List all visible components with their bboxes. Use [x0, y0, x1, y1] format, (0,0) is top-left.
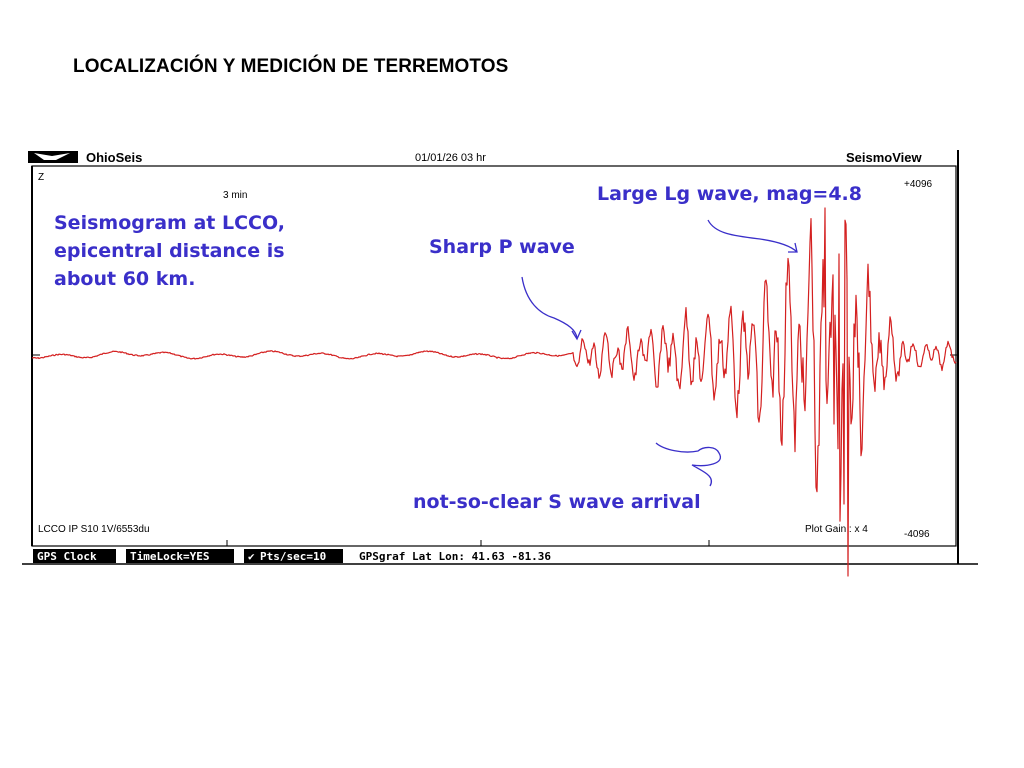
lg-wave-arrowhead [788, 242, 798, 253]
slide-title: LOCALIZACIÓN Y MEDICIÓN DE TERREMOTOS [73, 56, 509, 77]
pts-sec-button[interactable]: ✔ Pts/sec=10 [244, 549, 343, 563]
time-scale-label: 3 min [223, 190, 247, 201]
app-logo [28, 151, 78, 163]
seismogram-annotation-line1: Seismogram at LCCO, [54, 212, 285, 234]
station-info-label: LCCO IP S10 1V/6553du [38, 524, 150, 535]
app-name: OhioSeis [86, 150, 142, 165]
seismogram-canvas: OhioSeis 01/01/26 03 hr SeismoView Z 3 m… [22, 150, 978, 577]
minute-ticks [32, 354, 958, 546]
channel-label: Z [38, 172, 44, 183]
seismogram-annotation-line3: about 60 km. [54, 268, 195, 290]
seismoview-window: OhioSeis 01/01/26 03 hr SeismoView Z 3 m… [22, 144, 978, 584]
s-wave-annotation: not-so-clear S wave arrival [413, 491, 701, 513]
status-bar: GPS Clock TimeLock=YES ✔ Pts/sec=10 GPSg… [33, 549, 551, 563]
seismogram-annotation-line2: epicentral distance is [54, 240, 285, 262]
timelock-label: TimeLock=YES [130, 550, 209, 563]
y-min-label: -4096 [904, 529, 930, 540]
datetime-label: 01/01/26 03 hr [415, 152, 486, 164]
lg-wave-arrow [707, 219, 798, 253]
seismogram-trace [31, 207, 957, 577]
s-wave-squiggle [655, 442, 722, 487]
p-wave-annotation: Sharp P wave [429, 236, 575, 258]
gps-clock-label: GPS Clock [37, 550, 97, 563]
lg-wave-annotation: Large Lg wave, mag=4.8 [597, 183, 862, 205]
pts-sec-label: Pts/sec=10 [260, 550, 326, 563]
gps-clock-button[interactable]: GPS Clock [33, 549, 116, 563]
viewer-name: SeismoView [846, 150, 923, 165]
plot-gain-label: Plot Gain : x 4 [805, 524, 868, 535]
p-wave-arrow [521, 276, 578, 339]
gps-graf-label: GPSgraf Lat Lon: 41.63 -81.36 [359, 550, 551, 563]
timelock-button[interactable]: TimeLock=YES [126, 549, 234, 563]
p-wave-arrowhead [571, 329, 582, 341]
y-max-label: +4096 [904, 179, 933, 190]
pts-sec-icon: ✔ [248, 550, 255, 563]
